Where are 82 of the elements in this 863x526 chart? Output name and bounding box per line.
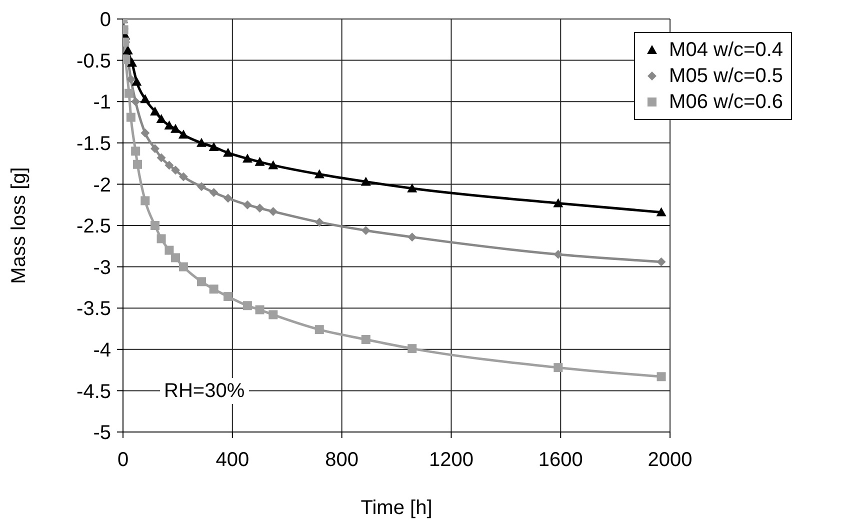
point <box>242 154 252 163</box>
point <box>127 58 138 67</box>
y-tick-label: -1 <box>93 92 111 114</box>
point <box>656 257 666 266</box>
y-tick-label: -2 <box>93 174 111 196</box>
point <box>553 198 564 208</box>
point <box>150 221 160 230</box>
point <box>268 310 278 320</box>
point <box>554 250 563 259</box>
point <box>126 112 136 122</box>
point <box>197 277 206 286</box>
legend-label: M04 w/c=0.4 <box>669 38 783 63</box>
point <box>164 160 174 170</box>
y-tick-label: -1.5 <box>76 133 111 155</box>
point <box>140 94 150 104</box>
x-tick-label: 400 <box>216 449 250 472</box>
point <box>124 88 134 98</box>
point <box>361 226 370 235</box>
y-tick-label: 0 <box>100 9 111 32</box>
point <box>164 246 174 255</box>
x-tick-label: 0 <box>117 449 129 472</box>
point <box>656 372 666 382</box>
point <box>156 114 166 123</box>
point <box>209 188 218 197</box>
y-tick-label: -4.5 <box>76 380 111 403</box>
point <box>242 200 252 210</box>
point <box>361 334 370 344</box>
point <box>656 207 666 216</box>
point <box>156 153 166 162</box>
point <box>408 232 417 242</box>
point <box>407 183 418 192</box>
point <box>224 292 233 302</box>
y-tick-label: -4 <box>93 340 111 362</box>
x-tick-label: 1200 <box>428 449 474 472</box>
point <box>408 344 417 354</box>
point <box>178 130 188 139</box>
point <box>164 120 174 130</box>
annotation: RH=30% <box>160 378 249 404</box>
point <box>171 253 180 262</box>
point <box>360 176 371 186</box>
point <box>178 172 188 182</box>
point <box>314 218 324 227</box>
point <box>196 138 206 147</box>
y-tick-label: -3 <box>93 256 111 279</box>
y-axis-title: Mass loss [g] <box>8 167 30 284</box>
point <box>268 160 278 170</box>
point <box>268 206 278 216</box>
point <box>255 204 264 213</box>
point <box>255 305 264 314</box>
x-tick-label: 2000 <box>648 449 692 472</box>
point <box>208 142 219 152</box>
point <box>254 156 265 166</box>
point <box>178 262 188 272</box>
point <box>314 169 324 178</box>
point <box>132 160 142 169</box>
point <box>209 284 218 294</box>
point <box>171 166 180 175</box>
y-tick-label: -2.5 <box>76 216 111 238</box>
y-tick-label: -0.5 <box>76 50 111 72</box>
point <box>123 45 133 54</box>
point <box>314 325 324 334</box>
point <box>126 74 136 84</box>
point <box>224 194 233 203</box>
point <box>132 76 142 86</box>
point <box>140 128 150 138</box>
x-axis-title: Time [h] <box>360 497 432 519</box>
y-tick-label: -5 <box>93 422 111 444</box>
point <box>140 196 150 206</box>
y-tick-label: -3.5 <box>76 298 111 320</box>
point <box>150 144 160 154</box>
x-tick-label: 1600 <box>538 449 583 472</box>
point <box>197 182 206 192</box>
x-tick-label: 800 <box>325 449 359 472</box>
point <box>242 301 252 310</box>
point <box>131 146 140 156</box>
legend-label: M06 w/c=0.6 <box>669 90 783 115</box>
point <box>554 363 563 372</box>
legend-label: M05 w/c=0.5 <box>669 64 783 89</box>
point <box>150 106 160 116</box>
point <box>223 148 234 157</box>
point <box>156 234 166 244</box>
point <box>131 97 140 106</box>
